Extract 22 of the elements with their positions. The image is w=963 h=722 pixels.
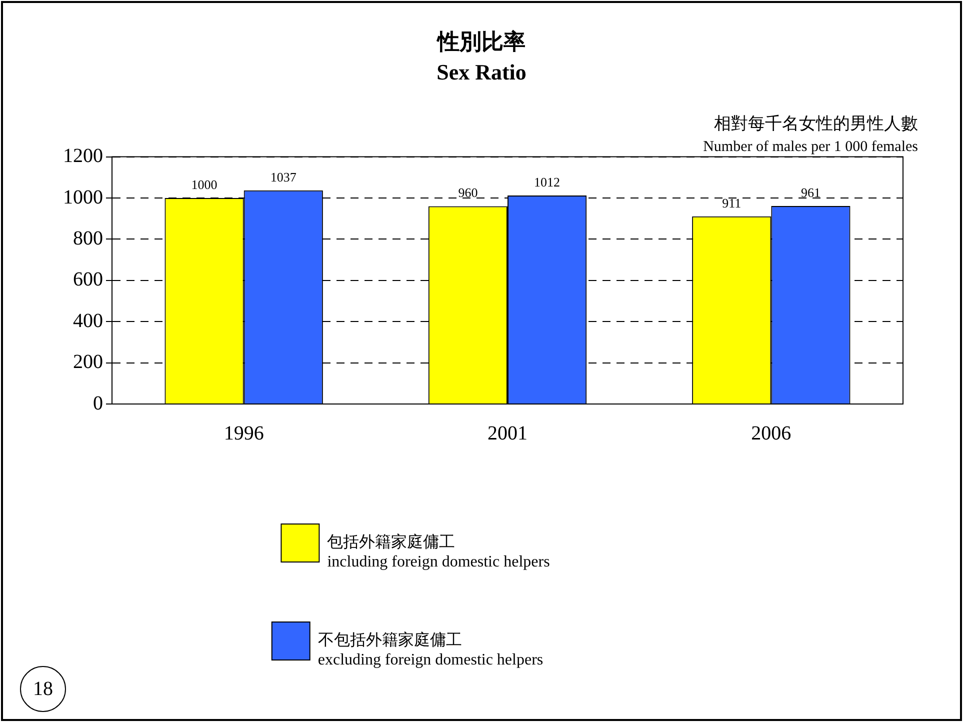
y-axis-title: 相對每千名女性的男性人數 Number of males per 1 000 females <box>703 114 918 156</box>
y-tick-label: 200 <box>73 351 103 374</box>
data-label: 961 <box>800 184 820 200</box>
y-tick-label: 600 <box>73 268 103 291</box>
y-tick-label: 1000 <box>63 186 103 208</box>
y-tick-label: 1200 <box>63 145 103 168</box>
chart-subtitle: Sex Ratio <box>436 59 526 84</box>
x-tick-label: 2006 <box>751 422 792 444</box>
legend-label: 不包括外籍家庭傭工 excluding foreign domestic helpers <box>318 631 544 668</box>
x-tick-label: 1996 <box>224 422 264 444</box>
y-tick-label: 800 <box>73 227 103 250</box>
y-tick-label: 0 <box>93 392 103 414</box>
data-label: 1012 <box>534 174 560 190</box>
y-tick-label: 400 <box>73 310 103 332</box>
text: 18 <box>33 678 53 700</box>
data-label: 960 <box>458 185 478 200</box>
legend-label: 包括外籍家庭傭工 including foreign domestic helpers <box>327 533 550 570</box>
data-label: 1037 <box>270 169 297 184</box>
data-label: 911 <box>722 195 742 210</box>
data-label: 1000 <box>191 176 218 192</box>
x-tick-label: 2001 <box>488 422 528 444</box>
chart-title: 性別比率 <box>436 28 526 54</box>
